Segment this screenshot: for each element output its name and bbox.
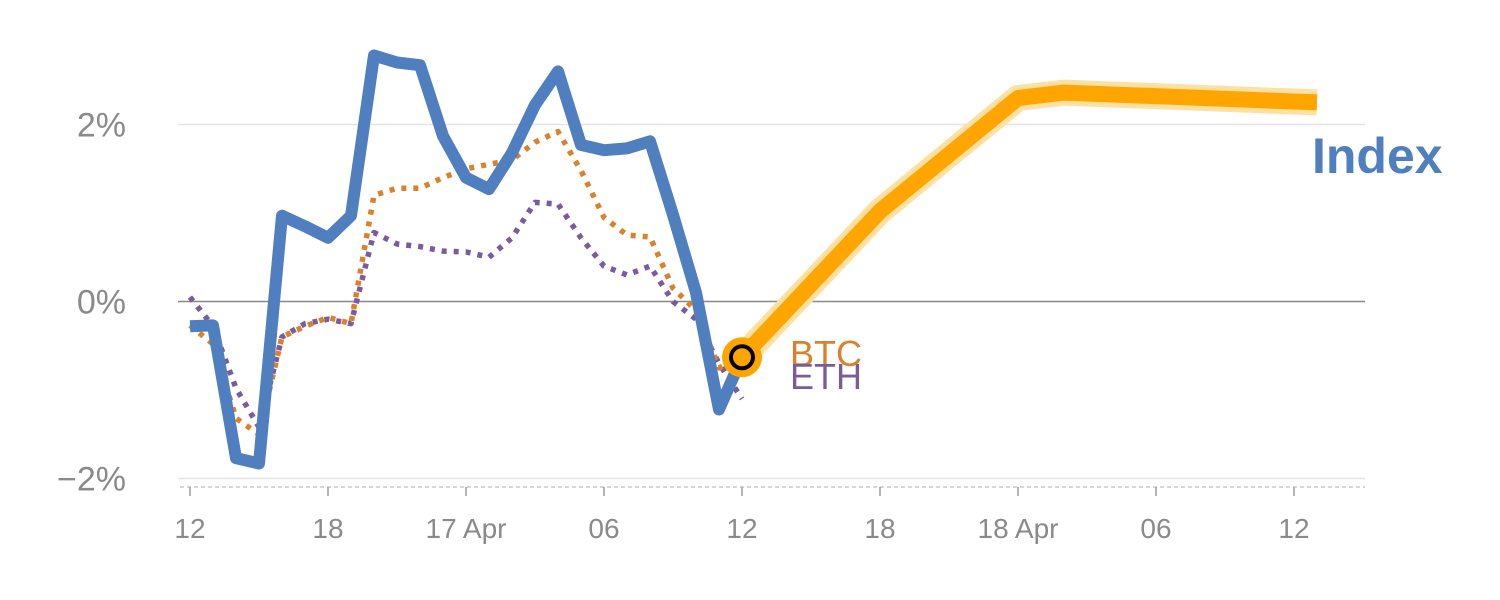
y-tick-label: −2%: [57, 461, 126, 499]
grid: [178, 123, 1365, 480]
x-tick-label: 17 Apr: [426, 513, 507, 544]
x-tick-label: 12: [1278, 513, 1309, 544]
highlight-point: [729, 344, 755, 371]
projection-glow: [732, 79, 1318, 367]
x-tick-label: 12: [174, 513, 205, 544]
series-line-projection: [736, 84, 1318, 363]
series-line-eth: [187, 199, 745, 430]
series-label-index: Index: [1312, 128, 1443, 184]
x-tick-label: 06: [1140, 513, 1171, 544]
x-tick-label: 18 Apr: [978, 513, 1059, 544]
y-axis: 2% 0% −2%: [57, 107, 126, 499]
x-tick-label: 12: [726, 513, 757, 544]
x-tick-label: 18: [864, 513, 895, 544]
series-label-btc: BTC: [790, 333, 862, 374]
x-axis: 12 18 17 Apr 06 12 18 18 Apr 06 12: [174, 486, 1365, 544]
x-tick-label: 06: [588, 513, 619, 544]
highlight-point-halo: [722, 337, 762, 378]
series-line-index: [189, 49, 748, 470]
x-tick-label: 18: [312, 513, 343, 544]
series-label-eth: ETH: [790, 356, 862, 397]
series-lines: [187, 49, 1318, 470]
y-tick-label: 0%: [77, 284, 126, 322]
y-tick-label: 2%: [77, 107, 126, 145]
